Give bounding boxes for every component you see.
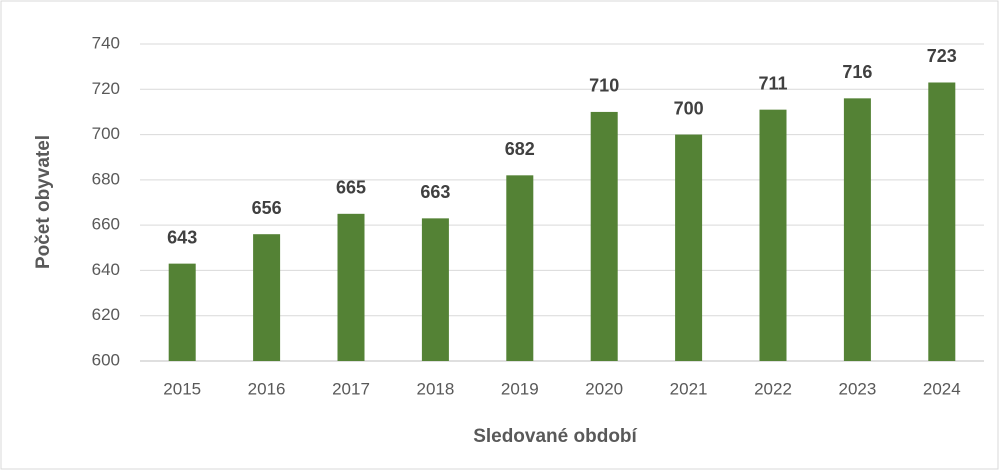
data-label: 643 bbox=[167, 227, 197, 247]
y-tick-label: 720 bbox=[92, 79, 120, 98]
bar bbox=[421, 218, 449, 361]
bar bbox=[253, 234, 281, 361]
x-tick-label: 2023 bbox=[838, 379, 876, 398]
x-tick-label: 2024 bbox=[923, 379, 961, 398]
y-tick-label: 680 bbox=[92, 169, 120, 188]
y-tick-label: 700 bbox=[92, 124, 120, 143]
data-label: 682 bbox=[505, 139, 535, 159]
x-tick-label: 2015 bbox=[163, 379, 201, 398]
x-tick-label: 2018 bbox=[416, 379, 454, 398]
y-tick-label: 740 bbox=[92, 33, 120, 52]
data-label: 665 bbox=[336, 178, 366, 198]
x-tick-label: 2017 bbox=[332, 379, 370, 398]
bar bbox=[337, 213, 365, 361]
x-tick-label: 2016 bbox=[248, 379, 286, 398]
data-label: 711 bbox=[758, 73, 787, 93]
x-tick-label: 2019 bbox=[501, 379, 539, 398]
bar bbox=[675, 134, 703, 361]
y-tick-label: 620 bbox=[92, 305, 120, 324]
data-label: 700 bbox=[674, 98, 704, 118]
y-axis-title: Počet obyvatel bbox=[33, 135, 54, 269]
bar bbox=[759, 109, 787, 362]
y-tick-label: 660 bbox=[92, 215, 120, 234]
y-tick-label: 640 bbox=[92, 260, 120, 279]
data-label: 710 bbox=[589, 76, 619, 96]
x-tick-label: 2021 bbox=[670, 379, 708, 398]
x-axis-title: Sledované období bbox=[473, 426, 637, 447]
bar bbox=[590, 111, 618, 361]
bar bbox=[928, 82, 956, 361]
y-tick-label: 600 bbox=[92, 350, 120, 369]
data-label: 656 bbox=[252, 198, 282, 218]
data-label: 723 bbox=[927, 46, 957, 66]
x-tick-label: 2022 bbox=[754, 379, 792, 398]
data-label: 716 bbox=[842, 62, 872, 82]
x-tick-label: 2020 bbox=[585, 379, 623, 398]
bar bbox=[168, 263, 196, 361]
bar bbox=[506, 175, 534, 361]
data-label: 663 bbox=[420, 182, 450, 202]
bar bbox=[843, 98, 871, 361]
